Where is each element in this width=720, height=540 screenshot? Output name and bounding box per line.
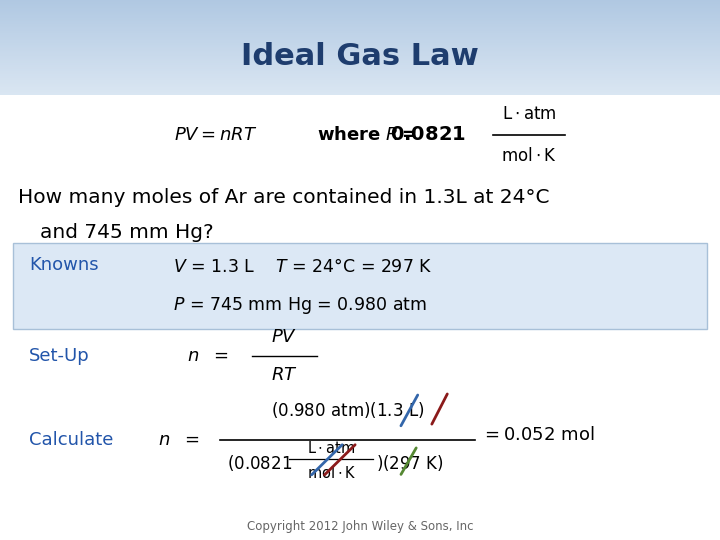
Text: $n\ \ =\ $: $n\ \ =\ $	[158, 431, 200, 449]
FancyBboxPatch shape	[13, 243, 707, 329]
Text: $RT$: $RT$	[271, 366, 298, 384]
Text: $)(297\ \mathrm{K})$: $)(297\ \mathrm{K})$	[376, 453, 444, 473]
Text: Knowns: Knowns	[29, 255, 99, 274]
Text: and 745 mm Hg?: and 745 mm Hg?	[40, 222, 213, 242]
Text: $(0.0821$: $(0.0821$	[227, 453, 292, 473]
Text: $=0.052\ \mathrm{mol}$: $=0.052\ \mathrm{mol}$	[481, 426, 594, 444]
Text: Copyright 2012 John Wiley & Sons, Inc: Copyright 2012 John Wiley & Sons, Inc	[247, 520, 473, 533]
Text: Ideal Gas Law: Ideal Gas Law	[241, 42, 479, 71]
Text: $n\ \ =\ $: $n\ \ =\ $	[187, 347, 229, 366]
Text: $\mathrm{L \cdot atm}$: $\mathrm{L \cdot atm}$	[307, 440, 355, 456]
Text: How many moles of Ar are contained in 1.3L at 24°C: How many moles of Ar are contained in 1.…	[18, 187, 549, 207]
Text: $\mathrm{mol \cdot K}$: $\mathrm{mol \cdot K}$	[307, 464, 356, 481]
Text: $PV$: $PV$	[271, 328, 297, 347]
Text: $P$ = 745 mm Hg = 0.980 atm: $P$ = 745 mm Hg = 0.980 atm	[173, 295, 427, 315]
Text: $(0.980\ \mathrm{atm})(1.3\ \mathrm{L})$: $(0.980\ \mathrm{atm})(1.3\ \mathrm{L})$	[271, 400, 424, 421]
Text: $PV = nRT$: $PV = nRT$	[174, 126, 258, 144]
Text: $\mathbf{0.0821}$: $\mathbf{0.0821}$	[390, 125, 467, 145]
Text: $\mathrm{L \cdot atm}$: $\mathrm{L \cdot atm}$	[502, 105, 557, 124]
Text: $V$ = 1.3 L    $T$ = 24°C = 297 K: $V$ = 1.3 L $T$ = 24°C = 297 K	[173, 258, 432, 276]
Text: Calculate: Calculate	[29, 431, 113, 449]
Text: $\mathrm{mol \cdot K}$: $\mathrm{mol \cdot K}$	[501, 146, 557, 165]
Text: $\bf{where}\ \mathit{R}=$: $\bf{where}\ \mathit{R}=$	[317, 126, 416, 144]
Text: Set-Up: Set-Up	[29, 347, 89, 366]
